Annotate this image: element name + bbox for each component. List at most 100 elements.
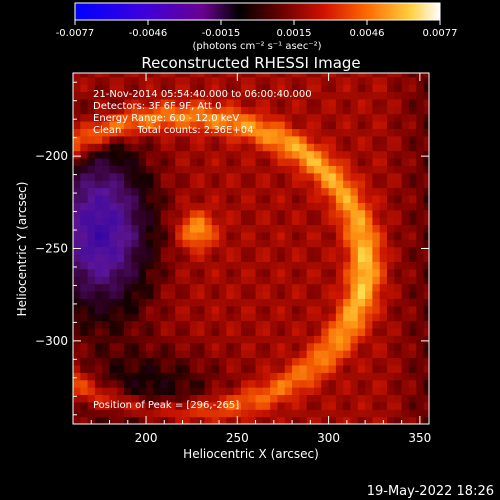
heatmap-cell [219,143,227,152]
heatmap-cell [226,394,235,403]
heatmap-cell [306,157,315,166]
heatmap-cell [394,298,403,307]
heatmap-cell [240,98,249,107]
heatmap-cell [416,276,425,285]
heatmap-cell [116,76,125,85]
heatmap-cell [408,350,417,359]
heatmap-cell [131,84,140,93]
heatmap-cell [175,209,184,218]
heatmap-cell [80,224,89,233]
heatmap-cell [357,98,366,107]
heatmap-cell [423,246,429,255]
heatmap-cell [277,290,286,299]
heatmap-cell [146,143,154,152]
heatmap-cell [270,379,279,388]
heatmap-cell [408,217,417,226]
heatmap-cell [226,202,235,211]
heatmap-cell [211,128,220,137]
heatmap-cell [109,268,118,277]
heatmap-cell [219,364,227,373]
heatmap-cell [335,254,344,263]
heatmap-cell [102,113,111,122]
heatmap-cell [182,224,191,233]
heatmap-cell [109,357,118,366]
heatmap-cell [306,372,315,381]
heatmap-cell [197,298,206,307]
heatmap-cell [343,290,352,299]
heatmap-cell [233,217,242,226]
heatmap-cell [233,335,242,344]
heatmap-cell [248,401,257,410]
heatmap-cell [277,98,286,107]
heatmap-cell [328,106,337,115]
heatmap-cell [270,254,279,263]
heatmap-cell [394,217,403,226]
heatmap-cell [255,239,264,248]
heatmap-cell [365,180,373,189]
heatmap-cell [102,357,111,366]
heatmap-cell [102,84,111,93]
heatmap-cell [240,357,249,366]
heatmap-cell [255,342,264,351]
heatmap-cell [73,394,81,403]
heatmap-cell [160,224,169,233]
heatmap-cell [138,409,147,418]
heatmap-cell [80,231,89,240]
heatmap-cell [116,157,125,166]
heatmap-cell [182,372,191,381]
heatmap-cell [131,113,140,122]
heatmap-cell [94,379,103,388]
heatmap-cell [372,320,381,329]
heatmap-cell [160,143,169,152]
heatmap-cell [87,357,96,366]
heatmap-cell [423,305,429,314]
heatmap-cell [87,187,96,196]
heatmap-cell [248,379,257,388]
heatmap-cell [124,387,133,396]
heatmap-cell [204,202,213,211]
heatmap-cell [299,172,308,181]
heatmap-cell [416,379,425,388]
heatmap-cell [394,350,403,359]
heatmap-cell [160,290,169,299]
heatmap-cell [365,327,373,336]
heatmap-cell [109,157,118,166]
heatmap-cell [335,268,344,277]
heatmap-cell [416,157,425,166]
heatmap-cell [167,217,176,226]
heatmap-cell [146,224,154,233]
heatmap-cell [401,231,410,240]
heatmap-cell [80,113,89,122]
heatmap-cell [189,157,198,166]
heatmap-cell [372,224,381,233]
heatmap-cell [167,143,176,152]
heatmap-cell [372,113,381,122]
heatmap-cell [313,313,322,322]
heatmap-cell [94,246,103,255]
heatmap-cell [394,320,403,329]
heatmap-cell [80,246,89,255]
heatmap-cell [335,261,344,270]
heatmap-cell [255,364,264,373]
heatmap-cell [211,401,220,410]
heatmap-cell [299,372,308,381]
heatmap-cell [306,320,315,329]
heatmap-cell [94,320,103,329]
heatmap-cell [408,327,417,336]
heatmap-cell [189,261,198,270]
heatmap-cell [80,150,89,159]
heatmap-cell [299,135,308,144]
heatmap-cell [233,209,242,218]
heatmap-cell [299,187,308,196]
heatmap-cell [335,135,344,144]
heatmap-cell [328,187,337,196]
heatmap-cell [102,298,111,307]
heatmap-cell [102,150,111,159]
heatmap-cell [204,128,213,137]
heatmap-cell [116,209,125,218]
heatmap-cell [131,106,140,115]
heatmap-cell [182,357,191,366]
heatmap-cell [219,283,227,292]
heatmap-cell [335,106,344,115]
heatmap-cell [379,268,388,277]
